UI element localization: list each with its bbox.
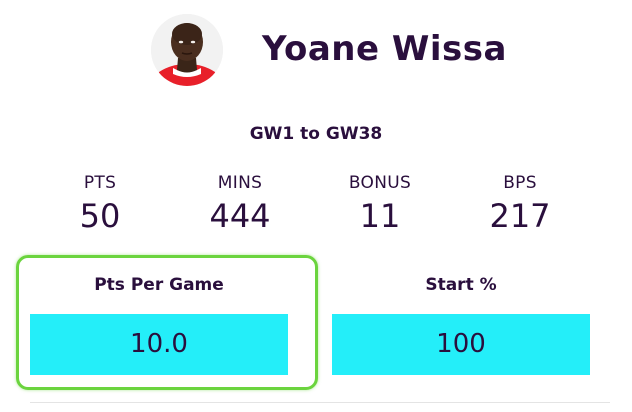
start-percent-label: Start % — [425, 275, 497, 295]
player-header: Yoane Wissa — [0, 0, 632, 100]
stat-value: 444 — [209, 197, 271, 235]
stat-pts: PTS 50 — [30, 172, 170, 238]
stat-value: 50 — [79, 197, 121, 235]
stat-mins: MINS 444 — [170, 172, 310, 238]
start-percent-value: 100 — [332, 314, 590, 375]
stat-label: PTS — [83, 173, 117, 193]
stat-value: 217 — [489, 197, 551, 235]
gameweek-range: GW1 to GW38 — [249, 124, 383, 144]
stat-label: MINS — [217, 173, 263, 193]
pts-per-game-label: Pts Per Game — [94, 275, 224, 295]
stat-label: BPS — [503, 173, 537, 193]
stat-bonus: BONUS 11 — [310, 172, 450, 238]
stat-value: 11 — [359, 197, 401, 235]
stat-bps: BPS 217 — [450, 172, 590, 238]
player-avatar-icon — [151, 14, 223, 86]
stat-label: BONUS — [348, 173, 412, 193]
player-name: Yoane Wissa — [262, 29, 507, 69]
pts-per-game-value: 10.0 — [30, 314, 288, 375]
divider — [30, 402, 610, 403]
